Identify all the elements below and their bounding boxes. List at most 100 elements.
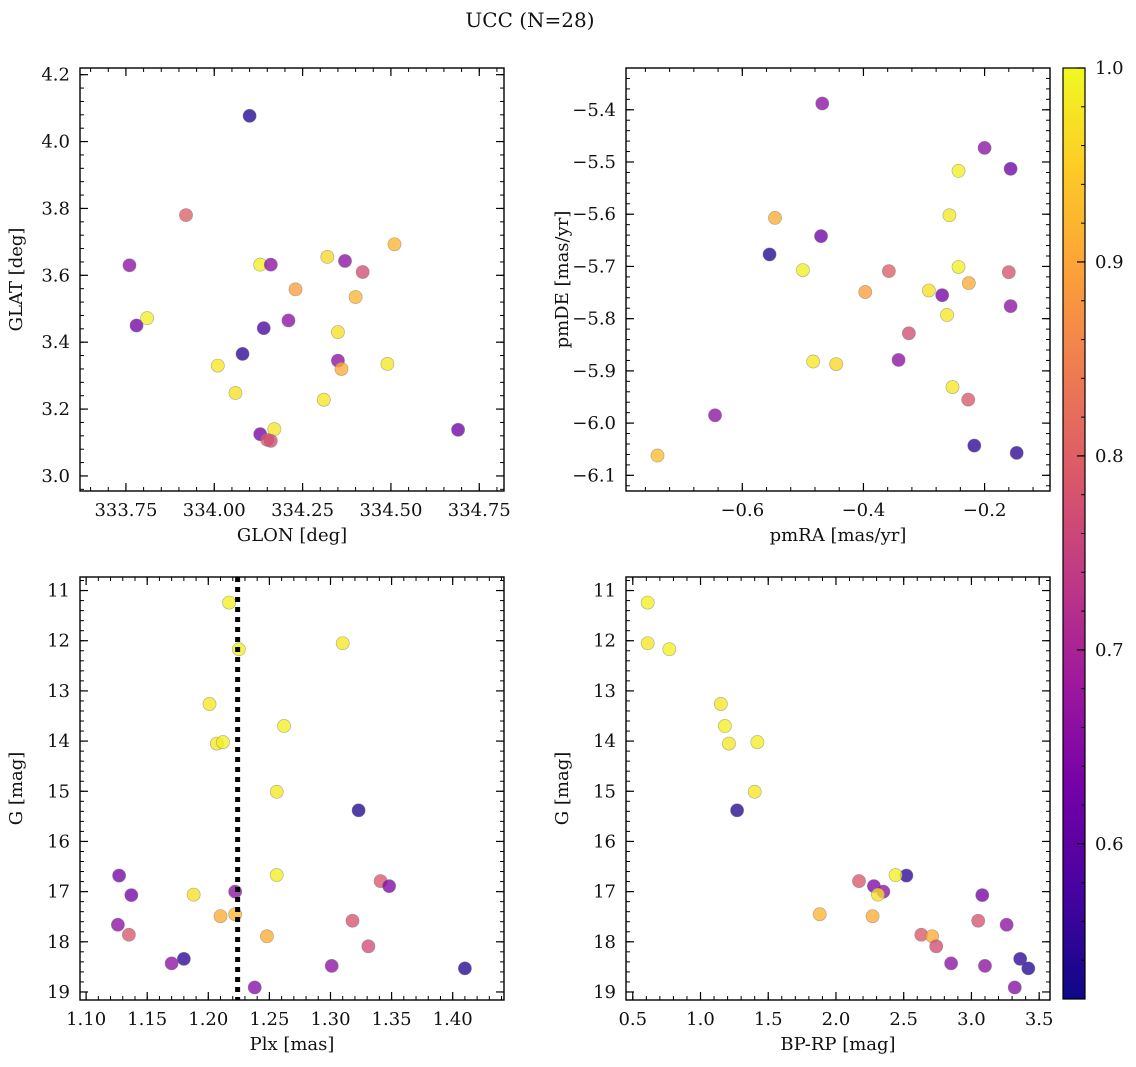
panels: 333.75 334.00 334.25 334.50 334.75 3.0 3.2 3.4 3…: [6, 65, 1053, 1055]
scatter-point: [945, 380, 960, 394]
scatter-point: [124, 888, 139, 903]
colorbar: 0.6 0.7 0.8 0.9 1.0: [1062, 58, 1124, 1000]
scatter-points: [640, 595, 1036, 995]
x-tick-label: 1.40: [433, 1009, 473, 1030]
scatter-point: [345, 913, 360, 928]
scatter-point: [281, 313, 296, 328]
scatter-point: [713, 697, 728, 711]
scatter-point: [1003, 299, 1018, 314]
scatter-point: [334, 362, 349, 376]
colorbar-tick-label: 0.8: [1095, 446, 1124, 467]
x-tick-label: −0.6: [720, 500, 764, 521]
scatter-point: [451, 422, 465, 437]
y-tick-label: 4.0: [41, 132, 70, 153]
y-tick-label: −5.4: [572, 100, 616, 121]
x-tick-label: −0.2: [963, 500, 1007, 521]
scatter-point: [747, 784, 762, 799]
scatter-point: [650, 448, 665, 463]
scatter-point: [901, 326, 916, 341]
y-axis-label: G [mag]: [6, 752, 27, 825]
scatter-point: [708, 408, 722, 423]
scatter-point: [640, 636, 655, 651]
y-tick-label: 3.8: [41, 198, 70, 219]
scatter-point: [814, 229, 828, 244]
panel-color-magnitude: 0.5 1.0 1.5 2.0 2.5 3.0 3.5 11 12 13 14 15 16 17 18 19 B…: [552, 576, 1054, 1055]
x-tick-label: 1.10: [66, 1009, 106, 1030]
x-tick-label: 1.15: [127, 1009, 167, 1030]
scatter-point: [978, 958, 992, 973]
x-tick-label: −0.4: [842, 500, 886, 521]
x-tick-label: 3.0: [957, 1009, 986, 1030]
scatter-point: [967, 438, 982, 453]
scatter-point: [1003, 161, 1018, 176]
scatter-point: [179, 208, 193, 223]
scatter-point: [269, 868, 284, 882]
scatter-point: [640, 595, 655, 610]
y-axis-label: G [mag]: [552, 752, 573, 825]
y-tick-label: 13: [47, 681, 70, 702]
scatter-point: [263, 433, 278, 448]
scatter-point: [940, 308, 954, 322]
scatter-point: [202, 697, 217, 711]
scatter-point: [247, 980, 262, 995]
scatter-point: [951, 163, 966, 178]
plot-frame: [625, 67, 1051, 492]
scatter-point: [222, 595, 236, 610]
x-tick-label: 0.5: [618, 1009, 647, 1030]
scatter-point: [1021, 961, 1036, 976]
scatter-point: [324, 958, 339, 973]
colorbar-tick-label: 0.9: [1095, 252, 1124, 273]
x-axis-label: GLON [deg]: [237, 525, 347, 546]
y-tick-label: 15: [593, 781, 616, 802]
scatter-point: [1001, 265, 1016, 280]
scatter-point: [961, 276, 976, 291]
scatter-point: [977, 140, 992, 155]
y-tick-label: 4.2: [41, 65, 70, 86]
scatter-point: [338, 254, 352, 268]
scatter-point: [382, 879, 397, 893]
scatter-point: [256, 321, 271, 336]
x-axis-label: pmRA [mas/yr]: [770, 525, 907, 546]
plot-frame: [79, 67, 505, 492]
y-axis-label: GLAT [deg]: [6, 228, 27, 332]
x-tick-label: 1.35: [372, 1009, 412, 1030]
scatter-point: [186, 887, 201, 902]
scatter-point: [210, 358, 225, 373]
scatter-point: [112, 868, 127, 883]
scatter-point: [944, 956, 959, 971]
x-tick-label: 2.0: [822, 1009, 851, 1030]
y-tick-label: 19: [593, 982, 616, 1003]
y-tick-label: 16: [47, 831, 70, 852]
scatter-point: [1007, 980, 1022, 995]
scatter-point: [348, 290, 363, 304]
scatter-points: [122, 108, 465, 448]
scatter-point: [263, 257, 278, 272]
scatter-point: [176, 951, 191, 966]
x-tick-label: 1.0: [686, 1009, 715, 1030]
scatter-point: [891, 353, 906, 367]
scatter-point: [662, 642, 677, 657]
x-tick-label: 334.00: [183, 500, 246, 521]
scatter-point: [216, 735, 230, 749]
y-tick-label: 18: [593, 932, 616, 953]
scatter-point: [269, 784, 284, 799]
y-tick-label: −5.7: [572, 256, 616, 277]
y-tick-label: −6.0: [572, 413, 616, 434]
y-tick-label: −5.5: [572, 152, 616, 173]
y-tick-label: 3.2: [41, 399, 70, 420]
scatter-point: [829, 357, 844, 371]
y-tick-label: 19: [47, 982, 70, 1003]
colorbar-tick-label: 0.6: [1095, 834, 1124, 855]
panel-proper-motion: −0.6 −0.4 −0.2 −6.1 −6.0 −5.9 −5.8 −5.7 −5.6 −5.5…: [552, 67, 1051, 546]
scatter-point: [881, 264, 896, 279]
scatter-point: [277, 719, 291, 733]
scatter-point: [750, 735, 765, 749]
scatter-point: [888, 868, 903, 882]
colorbar-tick-label: 1.0: [1095, 58, 1124, 79]
x-tick-label: 3.5: [1025, 1009, 1054, 1030]
x-tick-label: 334.25: [271, 500, 334, 521]
y-tick-label: 17: [593, 882, 616, 903]
scatter-point: [858, 285, 873, 299]
y-tick-label: 11: [593, 581, 616, 602]
